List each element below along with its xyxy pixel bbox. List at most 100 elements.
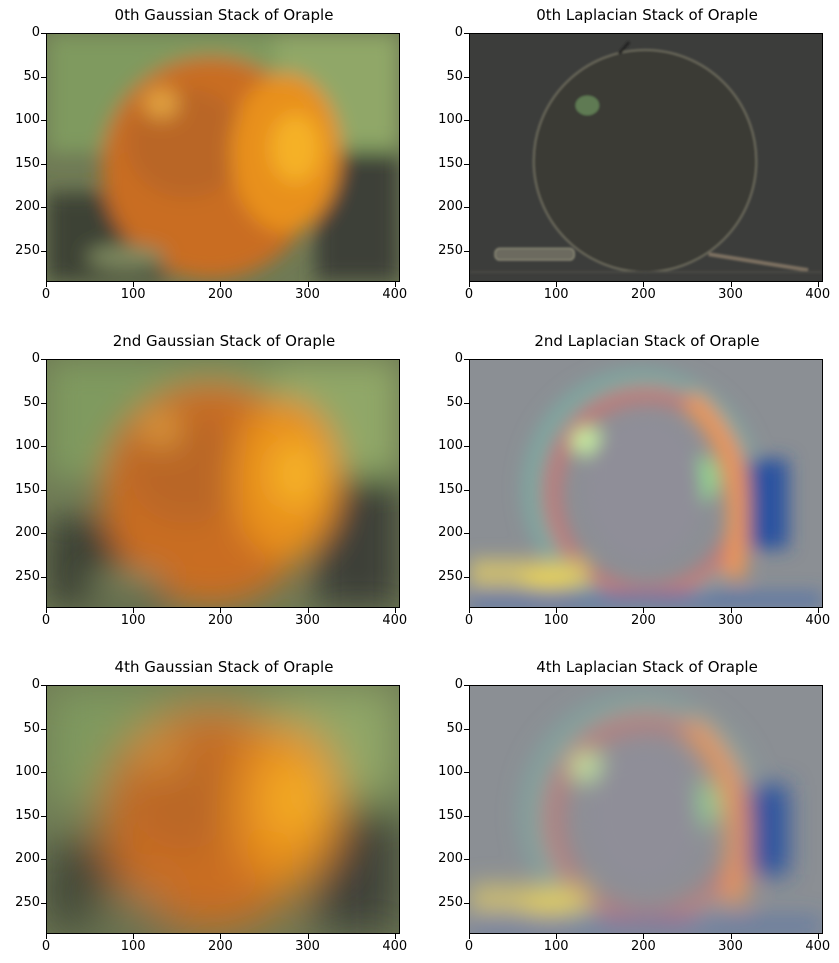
x-tick-label: 0	[464, 939, 474, 954]
y-tick-label: 250	[438, 894, 463, 910]
y-tick-label: 100	[15, 112, 40, 128]
panel-l4: 4th Laplacian Stack of Oraple 0 50 100 150 2…	[423, 657, 833, 957]
x-tick-mark	[220, 934, 222, 939]
y-tick-label: 0	[31, 677, 40, 692]
y-tick-mark	[41, 489, 46, 491]
y-tick-label: 50	[446, 720, 463, 736]
x-tick-label: 0	[464, 613, 474, 628]
y-tick-label: 100	[438, 764, 463, 780]
x-tick-label: 400	[805, 287, 831, 302]
x-tick-mark	[556, 282, 558, 287]
panel-title: 2nd Gaussian Stack of Oraple	[112, 332, 336, 350]
y-tick-label: 250	[15, 242, 40, 258]
y-tick-mark	[41, 76, 46, 78]
panel-l2: 2nd Laplacian Stack of Oraple 0 50 100 150 2…	[423, 331, 833, 631]
x-tick-mark	[469, 608, 470, 613]
y-tick-label: 100	[438, 438, 463, 454]
y-tick-label: 100	[438, 112, 463, 128]
y-tick-label: 150	[15, 481, 40, 497]
x-tick-mark	[556, 608, 558, 613]
image-plot	[46, 33, 400, 282]
y-tick-label: 0	[31, 25, 40, 40]
image-plot	[46, 359, 400, 608]
y-tick-mark	[464, 207, 469, 209]
x-tick-mark	[730, 608, 732, 613]
x-tick-label: 400	[382, 613, 408, 628]
y-tick-label: 150	[438, 807, 463, 823]
y-tick-mark	[464, 772, 469, 774]
x-tick-label: 300	[718, 939, 743, 954]
image-plot	[469, 685, 823, 934]
y-tick-label: 150	[438, 155, 463, 171]
x-tick-mark	[817, 608, 819, 613]
y-tick-label: 200	[15, 525, 40, 541]
y-tick-mark	[41, 207, 46, 209]
y-tick-label: 50	[446, 394, 463, 410]
y-tick-mark	[464, 728, 469, 730]
x-tick-mark	[730, 282, 732, 287]
x-tick-label: 100	[543, 287, 569, 302]
x-tick-mark	[307, 282, 309, 287]
x-tick-label: 400	[382, 939, 408, 954]
x-tick-label: 100	[543, 939, 569, 954]
y-tick-mark	[41, 402, 46, 404]
y-tick-label: 200	[438, 851, 463, 867]
x-tick-label: 100	[120, 287, 146, 302]
y-tick-mark	[41, 728, 46, 730]
x-tick-label: 200	[207, 613, 233, 628]
x-tick-label: 200	[630, 939, 656, 954]
panel-l0: 0th Laplacian Stack of Oraple 0 50 100 150 2…	[423, 5, 833, 305]
y-tick-label: 0	[454, 351, 463, 366]
x-tick-label: 0	[41, 287, 51, 302]
x-tick-mark	[394, 934, 396, 939]
x-tick-label: 200	[207, 287, 233, 302]
panel-g0: 0th Gaussian Stack of Oraple 0 50 100 150 20…	[0, 5, 410, 305]
x-tick-mark	[46, 934, 47, 939]
y-tick-mark	[464, 533, 469, 535]
x-tick-mark	[394, 282, 396, 287]
x-tick-mark	[643, 608, 645, 613]
y-tick-mark	[41, 359, 46, 360]
y-tick-label: 150	[438, 481, 463, 497]
y-tick-mark	[41, 902, 46, 904]
x-tick-label: 0	[41, 939, 51, 954]
x-tick-mark	[469, 282, 470, 287]
y-tick-mark	[464, 576, 469, 578]
x-tick-label: 300	[718, 287, 743, 302]
y-tick-mark	[41, 250, 46, 252]
x-tick-mark	[220, 608, 222, 613]
panel-title: 0th Gaussian Stack of Oraple	[114, 6, 334, 24]
y-tick-mark	[464, 685, 469, 686]
y-tick-label: 200	[438, 199, 463, 215]
x-tick-mark	[556, 934, 558, 939]
x-tick-label: 200	[207, 939, 233, 954]
x-tick-mark	[133, 934, 135, 939]
x-tick-label: 100	[120, 613, 146, 628]
x-tick-mark	[394, 608, 396, 613]
y-tick-mark	[41, 576, 46, 578]
y-tick-label: 200	[15, 199, 40, 215]
x-tick-label: 200	[630, 613, 656, 628]
y-tick-mark	[41, 120, 46, 122]
y-tick-label: 250	[438, 242, 463, 258]
x-tick-label: 100	[543, 613, 569, 628]
y-tick-mark	[464, 76, 469, 78]
panel-g4: 4th Gaussian Stack of Oraple 0 50 100 150 20…	[0, 657, 410, 957]
x-tick-label: 300	[295, 613, 320, 628]
x-tick-mark	[133, 282, 135, 287]
x-tick-label: 0	[464, 287, 474, 302]
y-tick-label: 150	[15, 155, 40, 171]
x-tick-mark	[643, 934, 645, 939]
y-tick-mark	[464, 120, 469, 122]
x-tick-mark	[817, 282, 819, 287]
y-tick-label: 100	[15, 764, 40, 780]
y-tick-label: 50	[446, 68, 463, 84]
x-tick-label: 300	[295, 287, 320, 302]
y-tick-label: 250	[15, 894, 40, 910]
y-tick-label: 250	[438, 568, 463, 584]
y-tick-mark	[464, 359, 469, 360]
x-tick-label: 400	[805, 613, 831, 628]
x-tick-label: 400	[382, 287, 408, 302]
x-tick-label: 100	[120, 939, 146, 954]
y-tick-label: 250	[15, 568, 40, 584]
